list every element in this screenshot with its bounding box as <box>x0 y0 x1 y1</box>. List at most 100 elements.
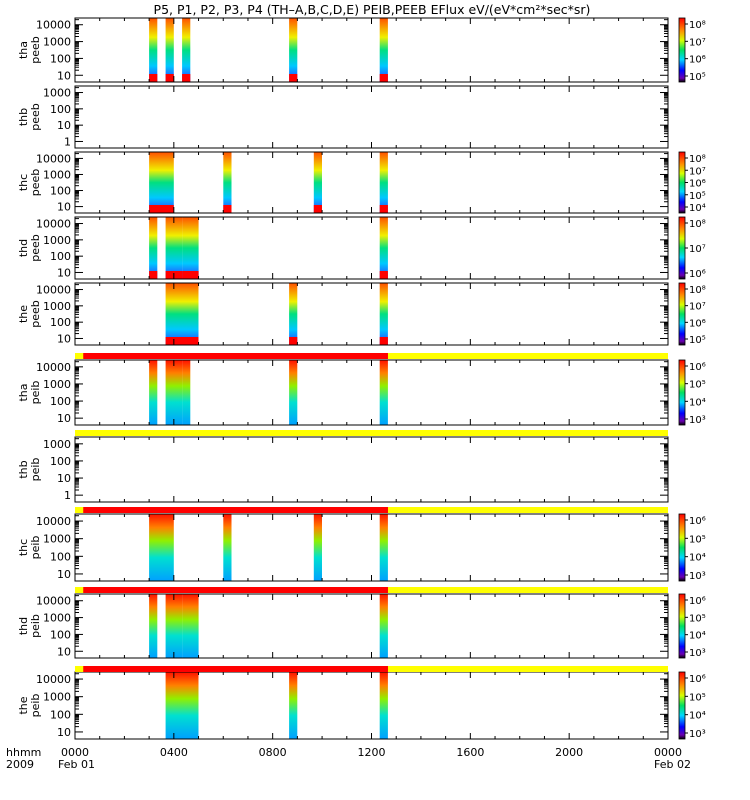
data-block-low-energy <box>379 271 388 279</box>
colorbar-tick-label: 10⁶ <box>689 269 706 280</box>
ylabel-line1: thd <box>17 617 30 635</box>
colorbar-tick-label: 10⁶ <box>689 55 706 66</box>
colorbar <box>678 17 686 83</box>
panel-tha-peeb: 10 100 1000 10000 tha peeb 10⁸ 10⁷ 10⁶ 10⁵ <box>17 17 706 83</box>
colorbar-tick-label: 10⁵ <box>689 72 706 83</box>
data-block <box>289 18 298 82</box>
data-block <box>223 152 232 213</box>
figure-title: P5, P1, P2, P3, P4 (TH–A,B,C,D,E) PEIB,P… <box>154 2 591 17</box>
colorbar-tick-label: 10³ <box>689 571 706 582</box>
time-tick-label: 0000 <box>654 746 682 759</box>
ylabel-line2: peib <box>29 536 42 560</box>
ylabel-line1: thb <box>17 460 30 478</box>
ytick-label: 100 <box>50 250 71 263</box>
ytick-label: 1000 <box>43 168 71 181</box>
colorbar-tick-label: 10⁴ <box>689 711 706 722</box>
data-block <box>379 152 388 213</box>
panel-frame <box>74 216 669 280</box>
data-block-low-energy <box>379 337 388 345</box>
ytick-label: 1 <box>64 135 71 148</box>
status-bar <box>75 430 668 436</box>
ytick-label: 1000 <box>43 691 71 704</box>
colorbar-tick-label: 10⁶ <box>689 674 706 685</box>
time-tick-label: 0400 <box>160 746 188 759</box>
data-block-low-energy <box>379 74 388 82</box>
colorbar-tick-label: 10⁶ <box>689 362 706 373</box>
data-block <box>182 217 199 279</box>
status-red-segment <box>83 666 388 672</box>
data-block-low-energy <box>313 205 322 213</box>
status-bars <box>75 353 668 672</box>
colorbar <box>678 359 686 426</box>
colorbar-tick-label: 10⁸ <box>689 219 706 230</box>
colorbar-tick-label: 10⁵ <box>689 380 706 391</box>
colorbar-tick-label: 10⁵ <box>689 191 706 202</box>
colorbar-tick-label: 10⁶ <box>689 318 706 329</box>
time-axis: hhmm 2009 0000 0400 0800 1200 1600 2000 0000 F… <box>6 746 691 771</box>
status-red-segment <box>83 353 388 359</box>
ylabel-line2: peeb <box>29 103 42 131</box>
data-block <box>165 672 199 739</box>
colorbar-tick-label: 10⁸ <box>689 285 706 296</box>
ytick-label: 100 <box>50 628 71 641</box>
panel-frame <box>74 85 669 149</box>
data-block-low-energy <box>149 271 158 279</box>
colorbar <box>678 593 686 659</box>
ytick-label: 100 <box>50 395 71 408</box>
ytick-label: 10 <box>57 332 71 345</box>
data-block-low-energy <box>289 74 298 82</box>
ytick-label: 10000 <box>36 673 71 686</box>
panel-frame <box>74 593 669 659</box>
ytick-label: 1000 <box>43 36 71 49</box>
status-yellow-segment <box>387 353 668 359</box>
ylabel-line1: thc <box>17 174 30 191</box>
ylabel-line1: the <box>17 696 30 714</box>
ylabel-line2: peeb <box>29 169 42 197</box>
status-yellow-segment <box>387 587 668 593</box>
data-block <box>149 18 158 82</box>
data-block <box>165 18 174 82</box>
ytick-label: 10000 <box>36 218 71 231</box>
panel-frame <box>74 436 669 503</box>
ytick-label: 1000 <box>43 438 71 451</box>
status-red-segment <box>83 507 388 513</box>
panel-thc-peib: 10 100 1000 10000 thc peib 10⁶ 10⁵ 10⁴ 10³ <box>17 513 706 582</box>
ylabel-line1: the <box>17 305 30 323</box>
colorbar-tick-label: 10³ <box>689 415 706 426</box>
time-tick-label: 1600 <box>456 746 484 759</box>
data-block <box>313 514 322 581</box>
ylabel-line1: thc <box>17 539 30 556</box>
time-tick-label: 0000 <box>61 746 89 759</box>
status-yellow-segment <box>387 666 668 672</box>
ytick-label: 10 <box>57 266 71 279</box>
date-end-label: Feb 02 <box>654 758 691 771</box>
ytick-label: 1000 <box>43 234 71 247</box>
colorbar <box>678 513 686 582</box>
time-tick-label: 2000 <box>555 746 583 759</box>
time-axis-row1-label: hhmm <box>6 746 41 759</box>
data-block <box>165 594 183 658</box>
colorbar-tick-label: 10⁵ <box>689 613 706 624</box>
colorbar-tick-label: 10⁸ <box>689 154 706 165</box>
data-block <box>182 18 191 82</box>
ylabel-line2: peib <box>29 694 42 718</box>
ytick-label: 10000 <box>36 595 71 608</box>
data-block <box>182 594 199 658</box>
panel-frame <box>74 671 669 740</box>
ytick-label: 1000 <box>43 378 71 391</box>
panel-the-peeb: 10 100 1000 10000 the peeb 10⁸ 10⁷ 10⁶ 10⁵ <box>17 282 706 346</box>
ytick-label: 1000 <box>43 300 71 313</box>
ytick-label: 1000 <box>43 612 71 625</box>
panel-frame <box>74 282 669 346</box>
data-block <box>289 360 298 425</box>
ylabel-line2: peib <box>29 614 42 638</box>
colorbar <box>678 151 686 214</box>
date-start-label: Feb 01 <box>58 758 95 771</box>
ytick-label: 10000 <box>36 284 71 297</box>
data-block-low-energy <box>379 205 388 213</box>
panel-frame <box>74 17 669 83</box>
panel-thd-peib: 10 100 1000 10000 thd peib 10⁶ 10⁵ 10⁴ 10³ <box>17 593 706 659</box>
data-block-low-energy <box>223 205 232 213</box>
